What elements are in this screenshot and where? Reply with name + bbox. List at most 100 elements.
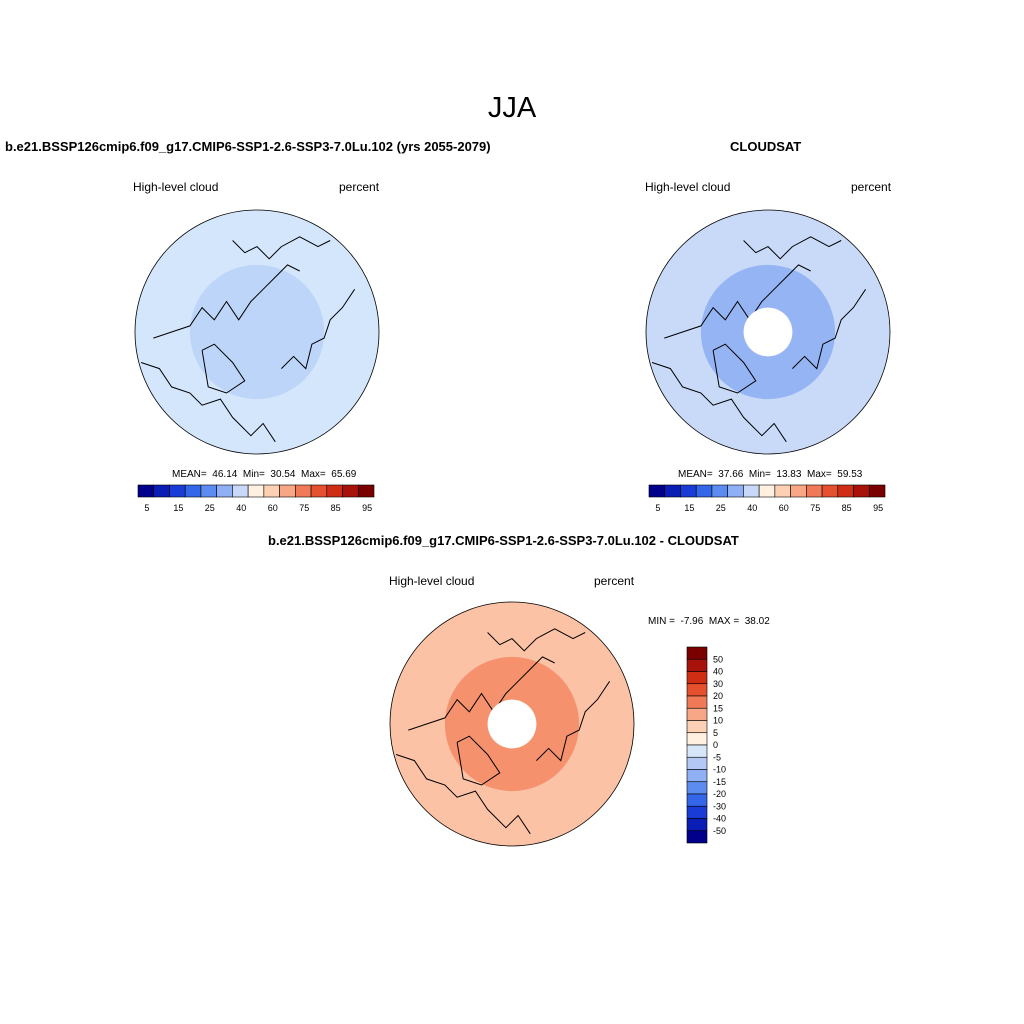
colorbar-panel-1-tick-label: 75 bbox=[299, 503, 309, 513]
map-1-coastline-3 bbox=[281, 289, 356, 370]
colorbar-panel-2-tick-label: 60 bbox=[779, 503, 789, 513]
colorbar-panel-2-tick-label: 40 bbox=[747, 503, 757, 513]
panel-1-mean-label: MEAN= bbox=[172, 469, 207, 480]
colorbar-panel-3-tick-label: 5 bbox=[713, 728, 718, 738]
colorbar-panel-3-tick-label: -40 bbox=[713, 814, 726, 824]
colorbar-panel-1-tick-label: 85 bbox=[331, 503, 341, 513]
colorbar-panel-2-swatch-9 bbox=[790, 484, 807, 498]
colorbar-panel-2-tick-label: 15 bbox=[684, 503, 694, 513]
colorbar-panel-3-tick-label: 0 bbox=[713, 740, 718, 750]
colorbar-panel-2: 5 15 25 40 60 75 85 95 bbox=[648, 484, 886, 513]
map-3-coastline-3 bbox=[536, 681, 611, 762]
panel-3-units-label: percent bbox=[594, 574, 635, 588]
colorbar-panel-2-swatch-10 bbox=[806, 484, 823, 498]
panel-3-min-value: -7.96 bbox=[680, 616, 704, 627]
colorbar-panel-1-swatch-2 bbox=[169, 484, 186, 498]
panel-2-title: CLOUDSAT bbox=[730, 139, 802, 154]
colorbar-panel-3-swatch-0 bbox=[686, 646, 708, 660]
colorbar-panel-1-swatch-0 bbox=[137, 484, 155, 498]
colorbar-panel-3-tick-label: 50 bbox=[713, 654, 723, 664]
colorbar-panel-3-tick-label: -10 bbox=[713, 765, 726, 775]
colorbar-panel-1-swatch-1 bbox=[153, 484, 170, 498]
colorbar-panel-3-tick-label: 10 bbox=[713, 716, 723, 726]
panel-1-title: b.e21.BSSP126cmip6.f09_g17.CMIP6-SSP1-2.… bbox=[5, 139, 491, 154]
colorbar-panel-3-tick-label: 40 bbox=[713, 667, 723, 677]
colorbar-panel-2-swatch-14 bbox=[868, 484, 886, 498]
colorbar-panel-1-swatch-12 bbox=[326, 484, 343, 498]
map-3-outline bbox=[389, 601, 635, 847]
map-1-coastline-5 bbox=[232, 236, 331, 260]
colorbar-panel-3-swatch-15 bbox=[686, 830, 708, 844]
map-2-coastline-3 bbox=[792, 289, 867, 370]
colorbar-panel-1-swatch-6 bbox=[232, 484, 249, 498]
colorbar-panel-3-swatch-14 bbox=[686, 818, 708, 832]
map-3-coastline-4 bbox=[456, 735, 501, 786]
colorbar-panel-2-tick-label: 25 bbox=[716, 503, 726, 513]
colorbar-panel-2-tick-label: 95 bbox=[873, 503, 883, 513]
colorbar-panel-3-swatch-6 bbox=[686, 720, 708, 734]
colorbar-panel-3-tick-label: -15 bbox=[713, 777, 726, 787]
map-1-outline bbox=[134, 209, 380, 455]
colorbar-panel-3-swatch-9 bbox=[686, 756, 708, 770]
colorbar-panel-1-swatch-5 bbox=[216, 484, 233, 498]
map-2-coastline-1 bbox=[664, 264, 811, 339]
map-3-coastline-1 bbox=[408, 656, 555, 731]
panel-2-mean-value: 37.66 bbox=[718, 469, 744, 480]
panel-1-min-value: 30.54 bbox=[270, 469, 296, 480]
colorbar-panel-2-swatch-3 bbox=[695, 484, 713, 498]
colorbar-panel-2-tick-label: 85 bbox=[842, 503, 852, 513]
colorbar-panel-2-swatch-2 bbox=[680, 484, 697, 498]
panel-1-units-label: percent bbox=[339, 180, 380, 194]
colorbar-panel-3-tick-label: -20 bbox=[713, 789, 726, 799]
colorbar-panel-2-tick-label: 5 bbox=[655, 503, 660, 513]
colorbar-panel-3-swatch-2 bbox=[686, 671, 708, 685]
colorbar-panel-3-swatch-7 bbox=[686, 732, 708, 746]
colorbar-panel-1: 5 15 25 40 60 75 85 95 bbox=[137, 484, 375, 513]
panel-2-max-value: 59.53 bbox=[837, 469, 863, 480]
polar-map-2 bbox=[645, 209, 891, 455]
map-2-outline bbox=[645, 209, 891, 455]
colorbar-panel-2-swatch-8 bbox=[774, 484, 791, 498]
panel-2-units-label: percent bbox=[851, 180, 892, 194]
panel-2-variable-label: High-level cloud bbox=[645, 180, 731, 194]
panel-1-max-value: 65.69 bbox=[331, 469, 357, 480]
colorbar-panel-3-swatch-11 bbox=[686, 781, 708, 795]
colorbar-panel-3-swatch-4 bbox=[686, 695, 708, 709]
map-2-pole-gap bbox=[743, 307, 793, 357]
colorbar-panel-3-swatch-3 bbox=[686, 683, 708, 697]
colorbar-panel-2-swatch-13 bbox=[853, 484, 870, 498]
panel-2-mean-label: MEAN= bbox=[678, 469, 713, 480]
map-1-coastline-4 bbox=[201, 343, 246, 394]
colorbar-panel-1-tick-label: 60 bbox=[268, 503, 278, 513]
colorbar-panel-3-swatch-13 bbox=[686, 805, 708, 819]
colorbar-panel-3-swatch-12 bbox=[686, 793, 708, 807]
colorbar-panel-2-tick-label: 75 bbox=[810, 503, 820, 513]
colorbar-panel-1-tick-label: 95 bbox=[362, 503, 372, 513]
panel-3-max-label: MAX = bbox=[708, 616, 740, 627]
colorbar-panel-2-swatch-6 bbox=[743, 484, 760, 498]
colorbar-panel-1-swatch-14 bbox=[357, 484, 375, 498]
colorbar-panel-1-tick-label: 15 bbox=[173, 503, 183, 513]
colorbar-panel-1-tick-label: 40 bbox=[236, 503, 246, 513]
panel-3-title: b.e21.BSSP126cmip6.f09_g17.CMIP6-SSP1-2.… bbox=[268, 533, 739, 548]
colorbar-panel-3-tick-label: -5 bbox=[713, 752, 721, 762]
panel-2-max-label: Max= bbox=[807, 469, 832, 480]
colorbar-panel-3-tick-label: 20 bbox=[713, 691, 723, 701]
colorbar-panel-2-swatch-1 bbox=[664, 484, 681, 498]
colorbar-panel-2-swatch-5 bbox=[727, 484, 744, 498]
panel-3-stats: MIN = -7.96 MAX = 38.02 bbox=[648, 616, 770, 627]
colorbar-panel-1-swatch-13 bbox=[342, 484, 359, 498]
colorbar-panel-1-tick-label: 25 bbox=[205, 503, 215, 513]
colorbar-panel-2-swatch-0 bbox=[648, 484, 666, 498]
map-3-coastline-5 bbox=[487, 628, 586, 652]
colorbar-panel-2-swatch-7 bbox=[758, 484, 776, 498]
map-2-coastline-4 bbox=[712, 343, 757, 394]
panel-2-min-value: 13.83 bbox=[776, 469, 802, 480]
colorbar-panel-2-swatch-11 bbox=[821, 484, 839, 498]
colorbar-panel-1-swatch-7 bbox=[247, 484, 265, 498]
colorbar-panel-1-swatch-9 bbox=[279, 484, 296, 498]
panel-3-max-value: 38.02 bbox=[744, 616, 770, 627]
colorbar-panel-2-swatch-4 bbox=[711, 484, 728, 498]
